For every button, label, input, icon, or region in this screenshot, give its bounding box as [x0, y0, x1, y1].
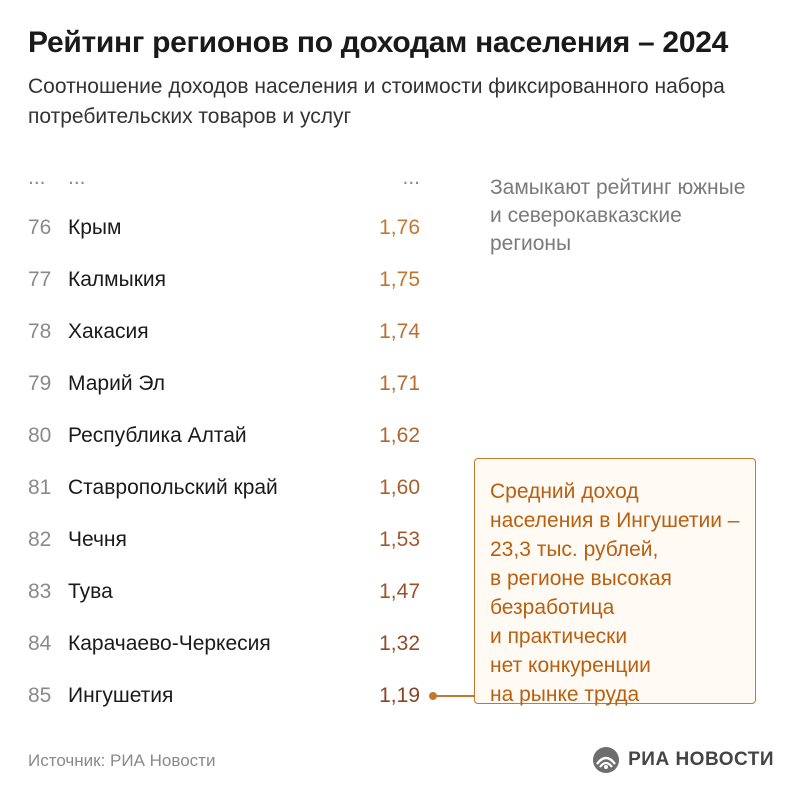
row-rank: 78: [28, 320, 52, 343]
table-row: 80 Республика Алтай 1,62: [0, 416, 460, 456]
table-row: 76 Крым 1,76: [0, 208, 460, 248]
ria-novosti-logo-icon: [593, 747, 620, 773]
row-rank: 83: [28, 580, 52, 603]
row-rank: 85: [28, 684, 52, 707]
table-row: 82 Чечня 1,53: [0, 520, 460, 560]
callout-text-line: нет конкуренции: [490, 654, 651, 677]
name-ellipsis: ...: [68, 166, 86, 189]
ingushetia-callout: Средний доход населения в Ингушетии – 23,3…: [474, 458, 756, 706]
ranking-note: Замыкают рейтинг южные и северокавказски…: [490, 176, 746, 255]
row-region-name: Марий Эл: [68, 372, 166, 395]
row-value: 1,53: [379, 528, 420, 551]
table-row: 78 Хакасия 1,74: [0, 312, 460, 352]
row-rank: 84: [28, 632, 52, 655]
row-rank: 81: [28, 476, 52, 499]
row-region-name: Калмыкия: [68, 268, 166, 291]
callout-text-line: на рынке труда: [490, 683, 640, 706]
row-value: 1,75: [379, 268, 420, 291]
page-subtitle: Соотношение доходов населения и стоимост…: [28, 75, 725, 128]
row-region-name: Тува: [68, 580, 113, 603]
callout-text-line: Средний доход: [490, 480, 639, 503]
callout-leader-line: [432, 695, 476, 697]
row-rank: 79: [28, 372, 52, 395]
row-value: 1,19: [379, 684, 420, 707]
table-row: 83 Тува 1,47: [0, 572, 460, 612]
row-rank: 80: [28, 424, 52, 447]
table-row: 77 Калмыкия 1,75: [0, 260, 460, 300]
row-value: 1,74: [379, 320, 420, 343]
callout-text-line: населения в Ингушетии –: [490, 509, 740, 532]
ria-novosti-logo-text: РИА НОВОСТИ: [628, 749, 774, 770]
row-value: 1,62: [379, 424, 420, 447]
table-ellipsis-row: ... ... ...: [0, 158, 460, 198]
row-value: 1,60: [379, 476, 420, 499]
table-row: 85 Ингушетия 1,19: [0, 676, 460, 716]
callout-text-line: и практически: [490, 625, 628, 648]
callout-text-line: в регионе высокая: [490, 567, 672, 590]
row-region-name: Карачаево-Черкесия: [68, 632, 271, 655]
callout-text-line: безработица: [490, 596, 615, 619]
row-value: 1,71: [379, 372, 420, 395]
source-label: Источник: РИА Новости: [28, 751, 216, 770]
rank-ellipsis: ...: [28, 166, 46, 189]
row-region-name: Крым: [68, 216, 122, 239]
value-ellipsis: ...: [402, 166, 420, 189]
row-rank: 82: [28, 528, 52, 551]
row-rank: 77: [28, 268, 52, 291]
row-region-name: Республика Алтай: [68, 424, 247, 447]
row-region-name: Хакасия: [68, 320, 149, 343]
table-row: 79 Марий Эл 1,71: [0, 364, 460, 404]
table-row: 81 Ставропольский край 1,60: [0, 468, 460, 508]
row-rank: 76: [28, 216, 52, 239]
row-region-name: Ингушетия: [68, 684, 174, 707]
row-value: 1,32: [379, 632, 420, 655]
row-region-name: Чечня: [68, 528, 127, 551]
table-row: 84 Карачаево-Черкесия 1,32: [0, 624, 460, 664]
row-value: 1,47: [379, 580, 420, 603]
callout-text-line: 23,3 тыс. рублей,: [490, 538, 659, 561]
row-region-name: Ставропольский край: [68, 476, 278, 499]
row-value: 1,76: [379, 216, 420, 239]
page-title: Рейтинг регионов по доходам населения – …: [28, 26, 728, 59]
callout-leader-dot: [429, 692, 437, 700]
ria-novosti-logo: РИА НОВОСТИ: [592, 744, 774, 776]
